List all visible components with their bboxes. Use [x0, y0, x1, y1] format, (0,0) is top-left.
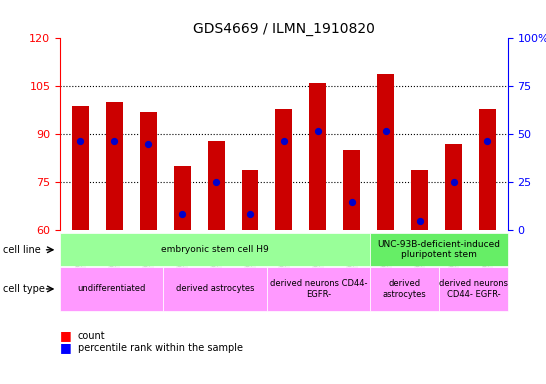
Point	[280, 138, 288, 144]
Point	[483, 138, 492, 144]
Bar	[377, 74, 394, 230]
Bar	[174, 166, 191, 230]
Point	[110, 138, 118, 144]
Point	[313, 128, 322, 134]
Point	[144, 141, 153, 147]
Text: embryonic stem cell H9: embryonic stem cell H9	[161, 245, 269, 254]
Point	[76, 138, 85, 144]
Bar	[343, 151, 360, 230]
Text: derived neurons CD44-
EGFR-: derived neurons CD44- EGFR-	[270, 279, 367, 299]
Text: count: count	[78, 331, 105, 341]
Text: percentile rank within the sample: percentile rank within the sample	[78, 343, 242, 353]
Bar	[445, 144, 462, 230]
Text: cell type: cell type	[3, 284, 45, 294]
Point	[212, 179, 221, 185]
Point	[178, 211, 187, 217]
Bar	[411, 170, 428, 230]
Point	[381, 128, 390, 134]
Point	[347, 199, 356, 205]
Text: cell line: cell line	[3, 245, 40, 255]
Text: derived astrocytes: derived astrocytes	[176, 285, 254, 293]
Text: derived neurons
CD44- EGFR-: derived neurons CD44- EGFR-	[439, 279, 508, 299]
Point	[449, 179, 458, 185]
Text: UNC-93B-deficient-induced
pluripotent stem: UNC-93B-deficient-induced pluripotent st…	[377, 240, 500, 260]
Bar	[72, 106, 89, 230]
Text: ■: ■	[60, 341, 72, 354]
Text: ■: ■	[60, 329, 72, 343]
Bar	[140, 112, 157, 230]
Text: undifferentiated: undifferentiated	[78, 285, 146, 293]
Point	[415, 218, 424, 224]
Point	[246, 211, 254, 217]
Text: derived
astrocytes: derived astrocytes	[383, 279, 426, 299]
Bar	[310, 83, 327, 230]
Bar	[106, 103, 123, 230]
Bar	[241, 170, 258, 230]
Bar	[207, 141, 224, 230]
Title: GDS4669 / ILMN_1910820: GDS4669 / ILMN_1910820	[193, 22, 375, 36]
Bar	[479, 109, 496, 230]
Bar	[275, 109, 293, 230]
